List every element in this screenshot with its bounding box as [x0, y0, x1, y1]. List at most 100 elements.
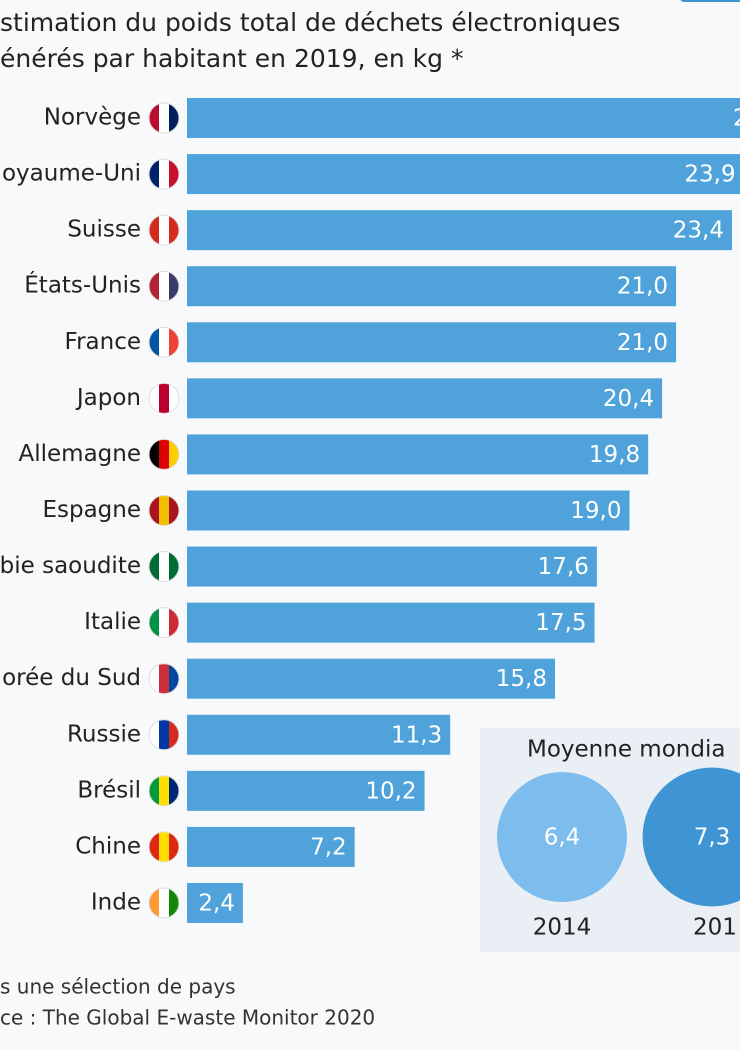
- category-label: Allemagne: [19, 441, 142, 467]
- flag-outline: [148, 607, 180, 639]
- flag-outline: [148, 382, 180, 414]
- value-label: 15,8: [496, 666, 547, 692]
- value-label: 19,0: [570, 498, 621, 524]
- category-label: oyaume-Uni: [2, 161, 141, 187]
- bar: [187, 770, 425, 811]
- value-label: 11,3: [391, 722, 442, 748]
- value-label: 23,4: [673, 218, 724, 244]
- flag-part: [159, 719, 170, 750]
- category-label: Norvège: [44, 105, 141, 131]
- flag-part: [149, 551, 160, 582]
- flag-part: [159, 831, 170, 862]
- flag-part: [169, 103, 179, 133]
- category-label: Inde: [91, 889, 141, 915]
- value-label: 17,5: [535, 610, 586, 636]
- bar: [187, 434, 649, 475]
- flag-outline: [148, 494, 180, 526]
- flag-part: [169, 831, 179, 862]
- flag-part: [149, 327, 160, 358]
- bar: [187, 154, 740, 195]
- flag-part: [169, 215, 179, 246]
- value-label: 23,9: [684, 162, 735, 188]
- flag-part: [169, 719, 179, 750]
- flag-part: [149, 159, 160, 190]
- flag-part: [169, 439, 179, 470]
- category-label: Russie: [67, 721, 141, 747]
- category-label: États-Unis: [24, 271, 141, 299]
- flag-part: [169, 327, 179, 358]
- bar: [187, 826, 355, 867]
- flag-outline: [148, 326, 180, 358]
- flag-part: [149, 607, 160, 638]
- flag-part: [149, 383, 160, 414]
- flag-outline: [148, 775, 180, 807]
- bar: [187, 658, 555, 699]
- flag-part: [159, 887, 170, 918]
- flag-outline: [148, 214, 180, 246]
- flag-outline: [148, 158, 180, 190]
- flag-part: [169, 607, 179, 638]
- flag-outline: [148, 102, 180, 134]
- value-label: 7,2: [310, 834, 347, 860]
- flag-part: [159, 495, 170, 526]
- flag-part: [149, 831, 160, 862]
- value-label: 20,4: [603, 386, 654, 412]
- category-label: Chine: [75, 833, 141, 859]
- flag-part: [149, 439, 160, 470]
- flag-part: [159, 327, 170, 358]
- bubble-label: 7,3: [694, 825, 731, 851]
- flag-part: [159, 383, 170, 414]
- value-label: 2: [733, 106, 740, 132]
- flag-part: [149, 887, 160, 918]
- flag-outline: [148, 831, 180, 863]
- flag-part: [159, 215, 170, 246]
- flag-part: [169, 271, 179, 302]
- bubble: [642, 767, 740, 907]
- flag-part: [159, 271, 170, 302]
- inset-title: Moyenne mondia: [527, 737, 725, 763]
- bar: [187, 322, 677, 363]
- bar: [187, 602, 595, 643]
- flag-part: [149, 103, 160, 133]
- flag-outline: [148, 438, 180, 470]
- bar: [187, 378, 663, 419]
- bar: [187, 882, 243, 923]
- category-label: Japon: [75, 385, 141, 411]
- flag-part: [149, 663, 160, 694]
- flag-part: [159, 103, 170, 133]
- flag-part: [149, 271, 160, 302]
- value-label: 17,6: [538, 554, 589, 580]
- value-label: 19,8: [589, 442, 640, 468]
- category-label: Brésil: [77, 777, 141, 803]
- flag-part: [169, 159, 179, 190]
- flag-outline: [148, 270, 180, 302]
- category-label: Espagne: [42, 497, 141, 523]
- value-label: 2,4: [198, 890, 235, 916]
- bar: [187, 714, 451, 755]
- flag-part: [169, 495, 179, 526]
- bubble: [496, 771, 628, 903]
- note: s une sélection de pays: [0, 975, 236, 999]
- category-label: Suisse: [67, 217, 141, 243]
- chart-subtitle: énérés par habitant en 2019, en kg *: [0, 44, 463, 73]
- value-label: 21,0: [617, 330, 668, 356]
- category-label: France: [65, 329, 141, 355]
- flag-part: [169, 663, 179, 694]
- value-label: 21,0: [617, 274, 668, 300]
- flag-part: [159, 607, 170, 638]
- flag-part: [149, 719, 160, 750]
- chart-title: stimation du poids total de déchets élec…: [0, 8, 620, 37]
- flag-part: [169, 551, 179, 582]
- year-label: 201: [693, 915, 737, 941]
- flag-part: [159, 551, 170, 582]
- flag-part: [159, 159, 170, 190]
- flag-part: [149, 495, 160, 526]
- flag-part: [149, 775, 160, 806]
- flag-outline: [148, 887, 180, 919]
- bubble-label: 6,4: [544, 825, 581, 851]
- bar: [187, 546, 597, 587]
- source: ce : The Global E-waste Monitor 2020: [0, 1006, 375, 1030]
- flag-part: [159, 663, 170, 694]
- flag-outline: [148, 719, 180, 751]
